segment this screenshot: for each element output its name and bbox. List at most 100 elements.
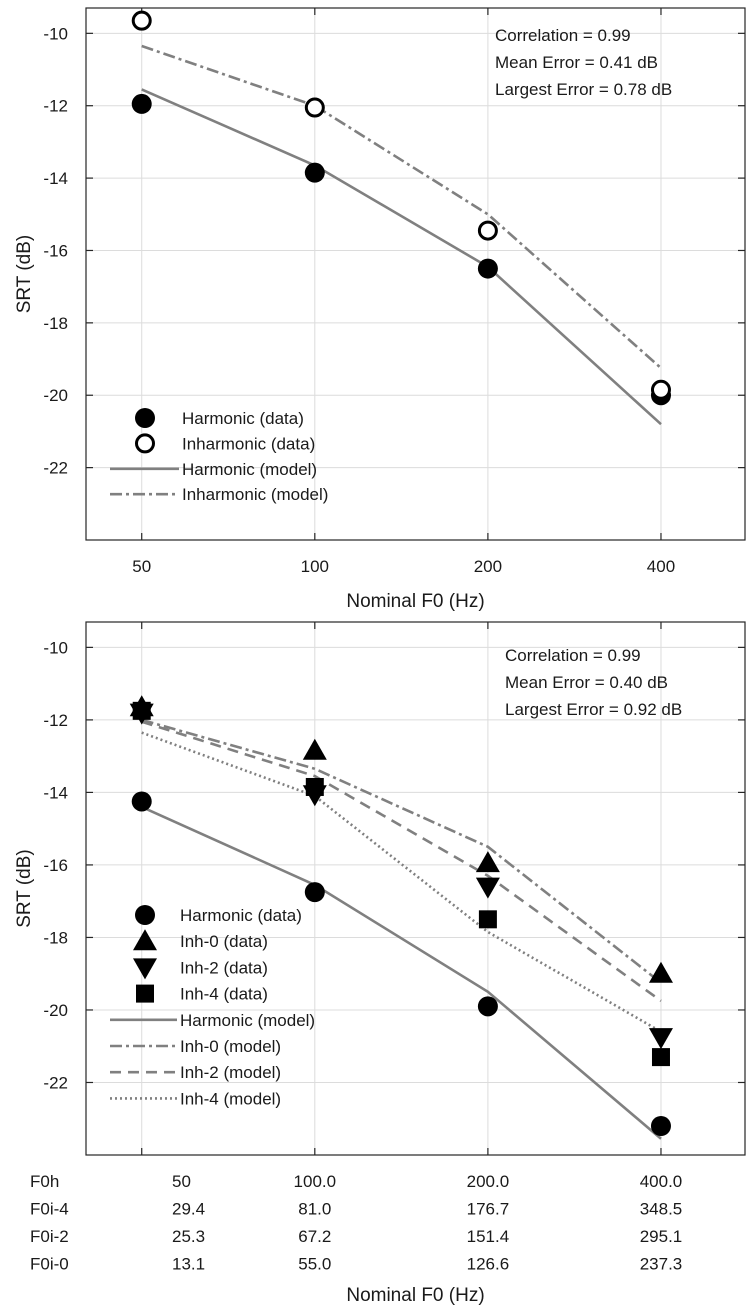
- f0-table-row-label: F0i-0: [30, 1255, 69, 1274]
- f0-table-cell: 200.0: [467, 1172, 510, 1191]
- legend-label: Harmonic (model): [180, 1011, 315, 1030]
- legend-label: Inh-4 (data): [180, 985, 268, 1004]
- data-point: [475, 877, 500, 899]
- y-tick-label: -10: [43, 24, 68, 43]
- f0-table-cell: 151.4: [467, 1227, 510, 1246]
- data-point: [650, 1115, 671, 1136]
- marker: [648, 1028, 673, 1050]
- series-line-harmonic-model: [141, 805, 662, 1140]
- marker: [133, 929, 157, 951]
- f0-table-row: F0i-2 25.3 67.2 151.4 295.1: [30, 1227, 682, 1246]
- f0-table-cell: 100.0: [294, 1172, 337, 1191]
- data-point: [477, 996, 498, 1017]
- data-point: [131, 10, 152, 31]
- series-line-harmonic-model: [141, 88, 662, 426]
- annotation-text: Correlation = 0.99: [505, 646, 641, 665]
- legend-label: Inh-0 (model): [180, 1037, 281, 1056]
- legend-marker: [135, 905, 155, 925]
- f0-table-cell: 50: [172, 1172, 191, 1191]
- y-axis-label: SRT (dB): [14, 849, 35, 928]
- series-markers-inh-4-data: [132, 701, 670, 1067]
- f0-table-cell: 176.7: [467, 1200, 510, 1219]
- marker: [131, 10, 152, 31]
- legend-label: Inh-0 (data): [180, 932, 268, 951]
- marker: [135, 905, 155, 925]
- marker: [475, 851, 500, 873]
- series-markers-inharmonic-data: [131, 10, 671, 400]
- legend-item: Harmonic (model): [110, 460, 317, 479]
- axes-frame: [85, 7, 746, 541]
- marker: [477, 996, 498, 1017]
- x-tick-label: 200: [474, 557, 502, 576]
- f0-table-row-label: F0i-4: [30, 1200, 69, 1219]
- legend-item: Harmonic (model): [110, 1011, 315, 1030]
- f0-table-cell: 29.4: [172, 1200, 205, 1219]
- y-tick-label: -18: [43, 314, 68, 333]
- data-point: [477, 220, 498, 241]
- legend-item: Inharmonic (data): [135, 433, 315, 454]
- legend-label: Inh-2 (model): [180, 1063, 281, 1082]
- y-tick-label: -12: [43, 97, 68, 116]
- marker: [648, 961, 673, 983]
- legend: Harmonic (data) Inh-0 (data) Inh-2 (data) I…: [110, 905, 315, 1108]
- marker: [132, 701, 151, 720]
- f0-table-cell: 13.1: [172, 1255, 205, 1274]
- legend-item: Inh-2 (data): [133, 958, 268, 980]
- x-axis-label: Nominal F0 (Hz): [346, 1285, 484, 1306]
- legend-label: Inharmonic (data): [182, 434, 315, 453]
- y-tick-label: -16: [43, 241, 68, 260]
- marker: [651, 1048, 670, 1067]
- f0-table-row: F0h 50 100.0 200.0 400.0: [30, 1172, 682, 1191]
- f0-table-cell: 295.1: [640, 1227, 683, 1246]
- x-tick-label: 50: [132, 557, 151, 576]
- marker: [477, 220, 498, 241]
- marker: [131, 791, 152, 812]
- legend-marker: [136, 984, 154, 1003]
- f0-table-cell: 81.0: [298, 1200, 331, 1219]
- chart-panel-1: -10 -12 -14 -16 -18 -20 -22 SRT (dB) 50 100 200 400…: [14, 7, 746, 612]
- marker: [302, 738, 327, 760]
- gridlines: [86, 622, 745, 1155]
- legend-item: Inh-0 (model): [110, 1037, 281, 1056]
- y-tick-label: -18: [43, 928, 68, 947]
- marker: [475, 877, 500, 899]
- f0-table-cell: 67.2: [298, 1227, 331, 1246]
- f0-table-row: F0i-0 13.1 55.0 126.6 237.3: [30, 1255, 682, 1274]
- legend-marker: [135, 408, 155, 428]
- legend-label: Inharmonic (model): [182, 485, 328, 504]
- f0-table-cell: 55.0: [298, 1255, 331, 1274]
- axes-frame: [85, 621, 746, 1156]
- marker: [305, 777, 324, 796]
- data-point: [648, 961, 673, 983]
- f0-table-row: F0i-4 29.4 81.0 176.7 348.5: [30, 1200, 682, 1219]
- f0-table-row-label: F0i-2: [30, 1227, 69, 1246]
- data-point: [648, 1028, 673, 1050]
- series-markers-harmonic-data: [131, 791, 671, 1136]
- y-tick-label: -22: [43, 1073, 68, 1092]
- marker: [135, 408, 155, 428]
- marker: [304, 882, 325, 903]
- marker: [304, 97, 325, 118]
- legend-label: Harmonic (data): [180, 906, 302, 925]
- data-point: [304, 162, 325, 183]
- f0-table-cell: 348.5: [640, 1200, 683, 1219]
- marker: [650, 379, 671, 400]
- series-group: [131, 10, 671, 426]
- y-tick-label: -20: [43, 1001, 68, 1020]
- data-point: [651, 1048, 670, 1067]
- y-tick-label: -14: [43, 783, 68, 802]
- legend-item: Inh-4 (model): [110, 1089, 281, 1108]
- data-point: [478, 910, 497, 929]
- marker: [135, 433, 155, 454]
- f0-table-cell: 126.6: [467, 1255, 510, 1274]
- legend-label: Inh-4 (model): [180, 1089, 281, 1108]
- data-point: [304, 882, 325, 903]
- annotation-text: Largest Error = 0.78 dB: [495, 80, 672, 99]
- f0-table-cell: 400.0: [640, 1172, 683, 1191]
- f0-table: F0h 50 100.0 200.0 400.0 F0i-4 29.4 81.0 176.7 34…: [30, 1172, 682, 1274]
- plot-area: [86, 8, 745, 540]
- y-tick-label: -20: [43, 386, 68, 405]
- legend-item: Harmonic (data): [135, 905, 302, 925]
- legend-label: Harmonic (model): [182, 460, 317, 479]
